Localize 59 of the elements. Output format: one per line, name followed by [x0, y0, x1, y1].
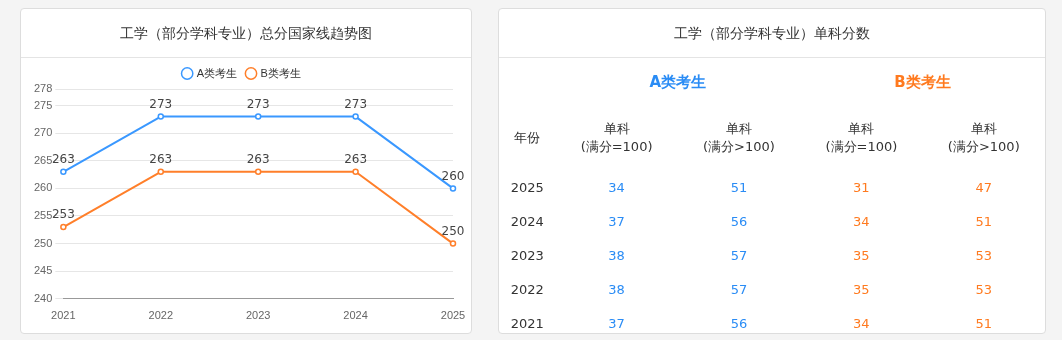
- y-tick-label: 270: [33, 126, 53, 139]
- y-tick-label: 265: [33, 153, 53, 166]
- data-label: 47: [974, 178, 994, 197]
- data-label: 263: [51, 151, 75, 166]
- data-label: 37: [607, 212, 626, 231]
- x-tick-label: 2024: [343, 309, 368, 322]
- data-label: 57: [729, 280, 749, 299]
- x-tick-label: 2022: [148, 309, 174, 322]
- y-axis-title: 年份: [513, 129, 542, 147]
- text: B类考生: [893, 71, 952, 93]
- chart-title: 工学（部分学科专业）总分国家线趋势图: [21, 9, 471, 58]
- x-tick-label: 单科 (满分=100): [579, 120, 654, 156]
- data-label: 273: [246, 96, 270, 111]
- data-label: 51: [729, 178, 749, 197]
- data-label: 253: [51, 207, 75, 222]
- data-label: 263: [344, 151, 368, 166]
- data-label: 263: [149, 151, 173, 166]
- chart-title: 工学（部分学科专业）单科分数: [499, 9, 1045, 58]
- data-label: 273: [344, 96, 368, 111]
- data-label: 51: [974, 212, 994, 231]
- data-label: 38: [607, 246, 626, 265]
- x-tick-label: 2025: [440, 309, 466, 322]
- legend-label: A类考生: [196, 66, 238, 79]
- data-label: 34: [607, 178, 626, 197]
- text: A类考生: [648, 71, 708, 93]
- legend-label: B类考生: [260, 66, 301, 79]
- data-label: 34: [852, 314, 871, 333]
- data-label: 53: [974, 280, 994, 299]
- data-label: 38: [607, 280, 626, 299]
- y-tick-label: 240: [33, 291, 53, 304]
- x-tick-label: 单科 (满分=100): [824, 120, 899, 156]
- data-label: 56: [729, 212, 749, 231]
- x-tick-label: 单科 (满分>100): [946, 120, 1021, 156]
- x-tick-label: 单科 (满分>100): [702, 120, 776, 156]
- data-label: 37: [607, 314, 626, 333]
- y-tick-label: 260: [33, 181, 53, 194]
- data-label: 250: [441, 223, 465, 238]
- data-label: 35: [852, 246, 871, 265]
- y-tick-label: 2024: [509, 212, 545, 231]
- y-tick-label: 250: [33, 236, 53, 249]
- y-tick-label: 275: [33, 98, 53, 111]
- y-tick-label: 2025: [509, 178, 545, 197]
- y-tick-label: 255: [33, 209, 53, 222]
- data-label: 34: [852, 212, 871, 231]
- data-label: 53: [974, 246, 994, 265]
- data-label: 35: [852, 280, 871, 299]
- x-tick-label: 2021: [51, 309, 76, 322]
- y-tick-label: 2022: [509, 280, 545, 299]
- data-label: 273: [149, 96, 173, 111]
- y-tick-label: 2023: [509, 246, 545, 265]
- data-label: 57: [729, 246, 749, 265]
- y-tick-label: 278: [33, 82, 53, 95]
- data-label: 31: [852, 178, 871, 197]
- data-label: 260: [441, 168, 465, 183]
- data-label: 263: [246, 151, 270, 166]
- data-label: 56: [729, 314, 749, 333]
- data-label: 51: [974, 314, 994, 333]
- x-tick-label: 2023: [245, 309, 271, 322]
- y-tick-label: 245: [33, 264, 53, 277]
